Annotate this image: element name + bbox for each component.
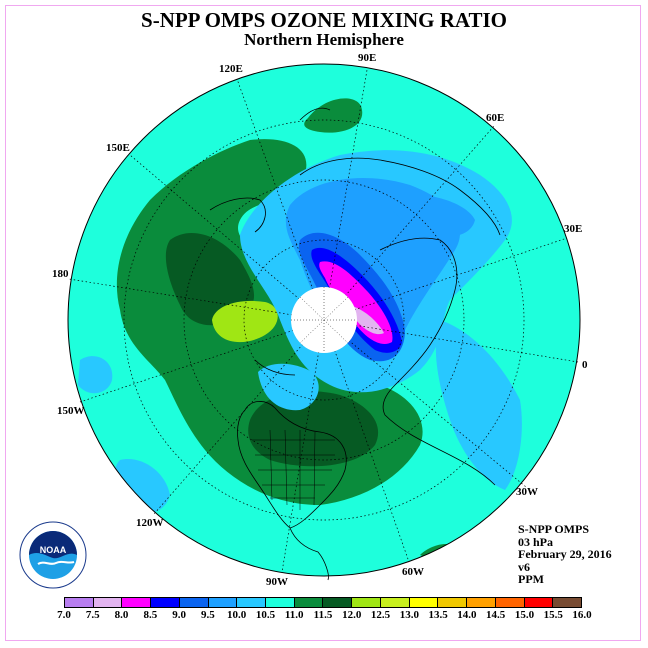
- colorbar-swatch: [122, 598, 152, 607]
- ozone-contour-7.5: [352, 306, 384, 335]
- colorbar-swatch: [380, 598, 410, 607]
- noaa-logo-text: NOAA: [40, 545, 67, 555]
- lon-label-180: 180: [52, 268, 69, 280]
- colorbar-swatch: [237, 598, 267, 607]
- colorbar-swatch: [266, 598, 295, 607]
- lon-label-150w: 150W: [57, 405, 85, 417]
- colorbar-tick-label: 11.5: [313, 609, 333, 621]
- colorbar-tick-label: 7.0: [57, 609, 71, 621]
- lon-label-60e: 60E: [486, 112, 505, 124]
- ozone-contour-10.0-c: [258, 363, 319, 411]
- map-title: S-NPP OMPS OZONE MIXING RATIO: [141, 8, 507, 32]
- colorbar-tick-label: 14.5: [486, 609, 506, 621]
- lon-label-0: 0: [582, 359, 588, 371]
- ozone-contour-10.0-d: [78, 356, 113, 394]
- colorbar-swatch: [294, 598, 324, 607]
- colorbar-swatch: [208, 598, 238, 607]
- colorbar-tick-label: 12.5: [370, 609, 391, 621]
- info-date: February 29, 2016: [518, 547, 612, 561]
- info-instrument: S-NPP OMPS: [518, 522, 589, 536]
- info-units: PPM: [518, 572, 544, 586]
- colorbar-swatch: [524, 598, 554, 607]
- lon-label-120e: 120E: [219, 63, 243, 75]
- info-version: v6: [518, 559, 530, 574]
- graticule: [68, 69, 579, 573]
- map-subtitle: Northern Hemisphere: [244, 30, 404, 49]
- colorbar-swatch: [65, 598, 94, 607]
- map-frame: [5, 5, 641, 641]
- ozone-contour-10.0-b: [435, 320, 522, 490]
- state-borders: [252, 429, 335, 510]
- colorbar-tick-label: 15.0: [514, 609, 535, 621]
- colorbar-tick-label: 8.0: [114, 609, 129, 621]
- lon-label-30w: 30W: [516, 486, 538, 498]
- colorbar-swatch: [438, 598, 468, 607]
- colorbar-tick-label: 8.5: [143, 609, 158, 621]
- colorbar-tick-label: 9.5: [201, 609, 215, 621]
- colorbar-tick-label: 13.0: [399, 609, 419, 621]
- ozone-contour-9.5-b: [389, 193, 475, 237]
- hemisphere-boundary: [67, 63, 581, 577]
- colorbar-swatch: [93, 598, 123, 607]
- colorbar-swatch: [553, 598, 581, 607]
- lon-label-30e: 30E: [564, 223, 583, 235]
- colorbar-tick-label: 10.0: [227, 609, 247, 621]
- ozone-contour-12.5: [212, 300, 278, 343]
- colorbar-swatch: [409, 598, 439, 607]
- lon-label-120w: 120W: [136, 517, 164, 529]
- lon-label-90w: 90W: [266, 576, 288, 588]
- colorbar-tick-label: 12.0: [342, 609, 362, 621]
- coastlines: [209, 107, 501, 581]
- ozone-contour-11.5-patch: [304, 98, 363, 133]
- info-block: S-NPP OMPS 03 hPa February 29, 2016 v6 P…: [518, 523, 612, 586]
- colorbar-swatch: [151, 598, 180, 607]
- colorbar-swatch: [323, 598, 353, 607]
- colorbar-tick-label: 16.0: [572, 609, 592, 621]
- colorbar-tick-label: 13.5: [428, 609, 448, 621]
- colorbar-tick-label: 15.5: [543, 609, 563, 621]
- info-level: 03 hPa: [518, 534, 554, 549]
- polar-graticule: [291, 287, 357, 353]
- colorbar: [64, 597, 582, 608]
- ozone-contour-12.0-b: [248, 391, 379, 467]
- lon-label-90e: 90E: [358, 52, 377, 64]
- lon-label-150e: 150E: [106, 142, 130, 154]
- colorbar-tick-label: 11.0: [284, 609, 304, 621]
- ozone-contour-12.0: [165, 232, 255, 326]
- colorbar-swatch: [467, 598, 496, 607]
- noaa-logo: NOAA: [19, 521, 87, 589]
- colorbar-tick-label: 14.0: [457, 609, 477, 621]
- colorbar-tick-label: 10.5: [255, 609, 276, 621]
- colorbar-tick-label: 9.0: [172, 609, 186, 621]
- lon-label-60w: 60W: [402, 566, 424, 578]
- colorbar-swatch: [495, 598, 525, 607]
- colorbar-swatch: [352, 598, 381, 607]
- colorbar-tick-label: 7.5: [85, 609, 100, 621]
- colorbar-swatch: [179, 598, 209, 607]
